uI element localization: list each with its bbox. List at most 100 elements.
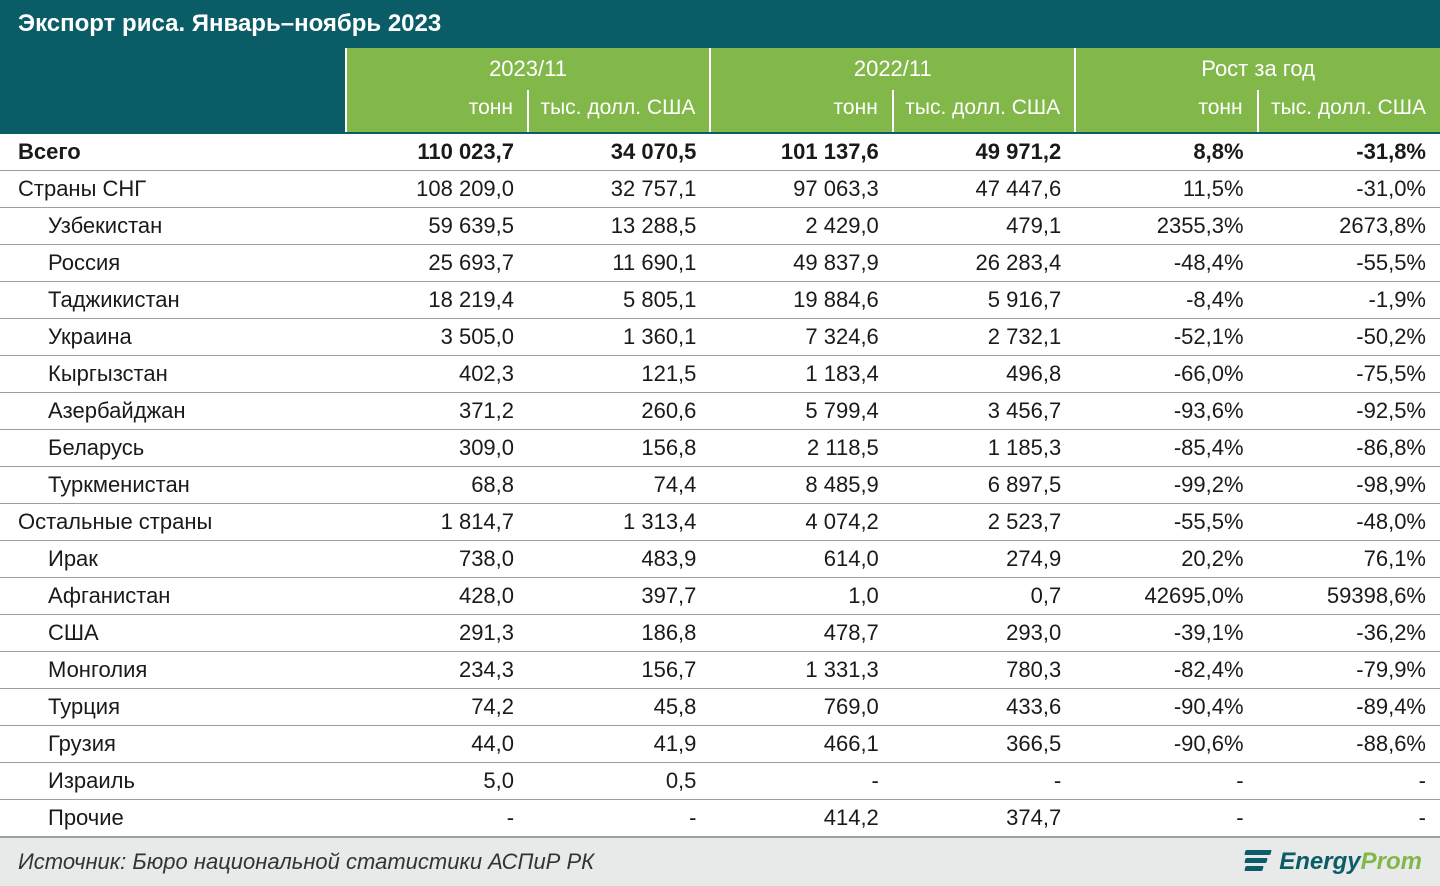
row-value: 397,7 bbox=[528, 578, 710, 615]
source-text: Источник: Бюро национальной статистики А… bbox=[18, 849, 594, 875]
row-value: 34 070,5 bbox=[528, 133, 710, 171]
row-value: 101 137,6 bbox=[710, 133, 892, 171]
row-value: -98,9% bbox=[1258, 467, 1440, 504]
row-value: - bbox=[893, 763, 1075, 800]
header-sub-tons-0: тонн bbox=[346, 90, 528, 133]
row-value: 478,7 bbox=[710, 615, 892, 652]
logo: EnergyProm bbox=[1245, 848, 1422, 876]
table-row: США291,3186,8478,7293,0-39,1%-36,2% bbox=[0, 615, 1440, 652]
row-label: Турция bbox=[0, 689, 346, 726]
row-value: 738,0 bbox=[346, 541, 528, 578]
row-value: 97 063,3 bbox=[710, 171, 892, 208]
row-value: 11,5% bbox=[1075, 171, 1257, 208]
page-title: Экспорт риса. Январь–ноябрь 2023 bbox=[0, 0, 1440, 48]
row-value: -31,0% bbox=[1258, 171, 1440, 208]
header-period-2: Рост за год bbox=[1075, 48, 1440, 90]
row-value: 41,9 bbox=[528, 726, 710, 763]
row-value: 13 288,5 bbox=[528, 208, 710, 245]
row-value: 1 185,3 bbox=[893, 430, 1075, 467]
row-value: 121,5 bbox=[528, 356, 710, 393]
row-value: 110 023,7 bbox=[346, 133, 528, 171]
row-value: -93,6% bbox=[1075, 393, 1257, 430]
row-value: -39,1% bbox=[1075, 615, 1257, 652]
row-value: 366,5 bbox=[893, 726, 1075, 763]
row-value: 19 884,6 bbox=[710, 282, 892, 319]
row-value: 260,6 bbox=[528, 393, 710, 430]
row-label: Таджикистан bbox=[0, 282, 346, 319]
row-value: 2 118,5 bbox=[710, 430, 892, 467]
row-value: 32 757,1 bbox=[528, 171, 710, 208]
row-value: 76,1% bbox=[1258, 541, 1440, 578]
row-value: 156,7 bbox=[528, 652, 710, 689]
row-value: 26 283,4 bbox=[893, 245, 1075, 282]
row-value: 479,1 bbox=[893, 208, 1075, 245]
footer: Источник: Бюро национальной статистики А… bbox=[0, 837, 1440, 886]
row-label: Кыргызстан bbox=[0, 356, 346, 393]
row-value: 1 183,4 bbox=[710, 356, 892, 393]
row-value: -50,2% bbox=[1258, 319, 1440, 356]
row-value: -66,0% bbox=[1075, 356, 1257, 393]
row-label: Ирак bbox=[0, 541, 346, 578]
row-value: 780,3 bbox=[893, 652, 1075, 689]
table-row: Израиль5,00,5---- bbox=[0, 763, 1440, 800]
row-value: 18 219,4 bbox=[346, 282, 528, 319]
logo-part2: Prom bbox=[1361, 848, 1422, 875]
row-value: 4 074,2 bbox=[710, 504, 892, 541]
row-value: 428,0 bbox=[346, 578, 528, 615]
row-value: 44,0 bbox=[346, 726, 528, 763]
row-value: 5 799,4 bbox=[710, 393, 892, 430]
row-value: 496,8 bbox=[893, 356, 1075, 393]
row-value: - bbox=[528, 800, 710, 837]
row-value: 108 209,0 bbox=[346, 171, 528, 208]
table-header: 2023/11 2022/11 Рост за год тонн тыс. до… bbox=[0, 48, 1440, 133]
row-value: - bbox=[1258, 763, 1440, 800]
row-value: 3 456,7 bbox=[893, 393, 1075, 430]
data-table: 2023/11 2022/11 Рост за год тонн тыс. до… bbox=[0, 48, 1440, 837]
row-value: 74,2 bbox=[346, 689, 528, 726]
row-value: -79,9% bbox=[1258, 652, 1440, 689]
row-value: 1 313,4 bbox=[528, 504, 710, 541]
row-label: Всего bbox=[0, 133, 346, 171]
row-value: 20,2% bbox=[1075, 541, 1257, 578]
row-value: 42695,0% bbox=[1075, 578, 1257, 615]
row-value: -90,4% bbox=[1075, 689, 1257, 726]
row-value: -88,6% bbox=[1258, 726, 1440, 763]
row-value: 291,3 bbox=[346, 615, 528, 652]
row-value: 25 693,7 bbox=[346, 245, 528, 282]
row-value: 156,8 bbox=[528, 430, 710, 467]
row-value: 49 837,9 bbox=[710, 245, 892, 282]
header-period-0: 2023/11 bbox=[346, 48, 711, 90]
row-label: Узбекистан bbox=[0, 208, 346, 245]
table-row: Узбекистан59 639,513 288,52 429,0479,123… bbox=[0, 208, 1440, 245]
row-value: -82,4% bbox=[1075, 652, 1257, 689]
row-value: 414,2 bbox=[710, 800, 892, 837]
row-label: Прочие bbox=[0, 800, 346, 837]
header-sub-tons-1: тонн bbox=[710, 90, 892, 133]
table-row: Россия25 693,711 690,149 837,926 283,4-4… bbox=[0, 245, 1440, 282]
row-value: 1 360,1 bbox=[528, 319, 710, 356]
table-row: Турция74,245,8769,0433,6-90,4%-89,4% bbox=[0, 689, 1440, 726]
row-value: -75,5% bbox=[1258, 356, 1440, 393]
table-row: Украина3 505,01 360,17 324,62 732,1-52,1… bbox=[0, 319, 1440, 356]
row-value: -89,4% bbox=[1258, 689, 1440, 726]
table-row: Грузия44,041,9466,1366,5-90,6%-88,6% bbox=[0, 726, 1440, 763]
row-label: Беларусь bbox=[0, 430, 346, 467]
row-value: 3 505,0 bbox=[346, 319, 528, 356]
table-row: Прочие--414,2374,7-- bbox=[0, 800, 1440, 837]
table-row: Туркменистан68,874,48 485,96 897,5-99,2%… bbox=[0, 467, 1440, 504]
row-value: 68,8 bbox=[346, 467, 528, 504]
row-value: 293,0 bbox=[893, 615, 1075, 652]
row-value: 59 639,5 bbox=[346, 208, 528, 245]
row-value: 1,0 bbox=[710, 578, 892, 615]
row-value: 45,8 bbox=[528, 689, 710, 726]
header-sub-tons-2: тонн bbox=[1075, 90, 1257, 133]
row-value: -8,4% bbox=[1075, 282, 1257, 319]
row-value: -1,9% bbox=[1258, 282, 1440, 319]
row-value: -55,5% bbox=[1258, 245, 1440, 282]
row-value: 5,0 bbox=[346, 763, 528, 800]
row-value: 483,9 bbox=[528, 541, 710, 578]
row-value: - bbox=[1075, 800, 1257, 837]
header-sub-usd-0: тыс. долл. США bbox=[528, 90, 710, 133]
row-value: - bbox=[346, 800, 528, 837]
row-value: 371,2 bbox=[346, 393, 528, 430]
